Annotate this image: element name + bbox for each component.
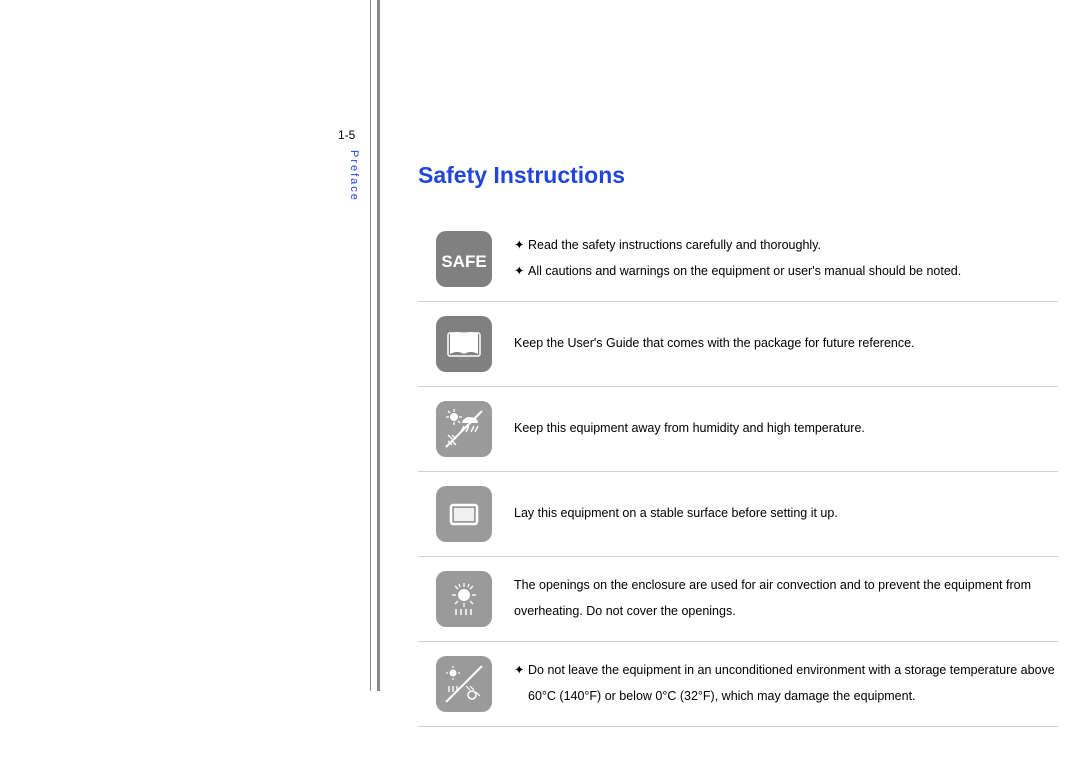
page-number: 1-5 — [338, 128, 355, 142]
svg-text:SAFE: SAFE — [441, 252, 486, 271]
humidity-icon — [436, 401, 492, 457]
instruction-row: Keep this equipment away from humidity a… — [418, 387, 1058, 472]
vertical-rule-inner — [377, 0, 380, 691]
instruction-text: The openings on the enclosure are used f… — [514, 573, 1058, 624]
instruction-row: SAFE ✦Read the safety instructions caref… — [418, 217, 1058, 302]
sidebar-section-label: Preface — [348, 150, 360, 202]
main-content: Safety Instructions SAFE ✦Read the safet… — [418, 162, 1058, 727]
instruction-row: Keep the User's Guide that comes with th… — [418, 302, 1058, 387]
vertical-rule-outer — [370, 0, 371, 691]
surface-icon — [436, 486, 492, 542]
temperature-icon — [436, 656, 492, 712]
safe-icon: SAFE — [436, 231, 492, 287]
vent-icon — [436, 571, 492, 627]
instruction-row: Lay this equipment on a stable surface b… — [418, 472, 1058, 557]
instruction-text: Keep the User's Guide that comes with th… — [514, 331, 1058, 357]
instruction-text: Lay this equipment on a stable surface b… — [514, 501, 1058, 527]
instruction-row: The openings on the enclosure are used f… — [418, 557, 1058, 642]
instruction-text: ✦Read the safety instructions carefully … — [514, 233, 1058, 284]
page-title: Safety Instructions — [418, 162, 1058, 189]
instruction-text: Keep this equipment away from humidity a… — [514, 416, 1058, 442]
book-icon — [436, 316, 492, 372]
instruction-row: ✦Do not leave the equipment in an uncond… — [418, 642, 1058, 727]
instruction-text: ✦Do not leave the equipment in an uncond… — [514, 658, 1058, 709]
